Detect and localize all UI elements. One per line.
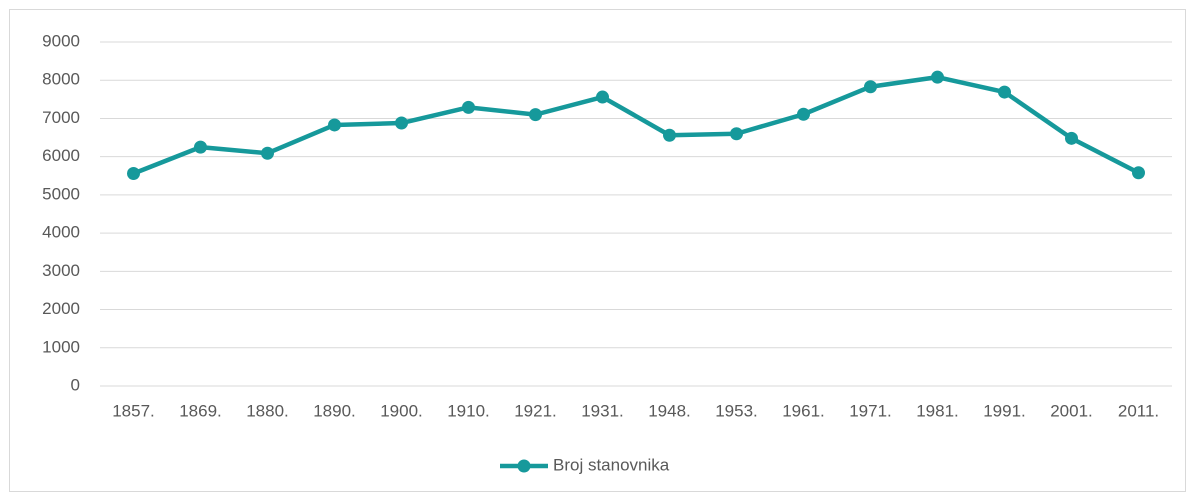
data-point <box>395 116 408 130</box>
data-point <box>328 118 341 132</box>
x-tick-label: 2001. <box>1050 401 1093 420</box>
y-tick-label: 9000 <box>42 31 80 50</box>
x-tick-label: 1921. <box>514 401 557 420</box>
data-point <box>529 108 542 122</box>
data-point <box>931 70 944 84</box>
data-point <box>797 107 810 121</box>
data-point <box>596 90 609 104</box>
data-point <box>730 127 743 141</box>
y-tick-label: 1000 <box>42 337 80 356</box>
data-point <box>998 85 1011 99</box>
y-tick-label: 0 <box>71 375 80 394</box>
x-tick-label: 1869. <box>179 401 222 420</box>
x-tick-label: 1953. <box>715 401 758 420</box>
data-point <box>1132 166 1145 180</box>
y-tick-label: 2000 <box>42 299 80 318</box>
data-point <box>127 166 140 180</box>
data-point <box>1065 131 1078 145</box>
y-tick-label: 8000 <box>42 70 80 89</box>
x-tick-label: 1880. <box>246 401 289 420</box>
data-point <box>194 140 207 154</box>
y-tick-label: 7000 <box>42 108 80 127</box>
x-tick-label: 1857. <box>112 401 155 420</box>
data-line <box>132 74 1140 176</box>
y-tick-label: 3000 <box>42 261 80 280</box>
x-tick-label: 1971. <box>849 401 892 420</box>
data-point <box>864 80 877 94</box>
data-point <box>261 146 274 160</box>
legend-label: Broj stanovnika <box>553 455 670 474</box>
x-tick-label: 1981. <box>916 401 959 420</box>
y-tick-label: 4000 <box>42 223 80 242</box>
chart-border <box>9 9 1186 492</box>
data-point <box>663 128 676 142</box>
x-tick-label: 1910. <box>447 401 490 420</box>
x-tick-label: 2011. <box>1118 401 1159 420</box>
legend-marker <box>517 459 531 473</box>
x-tick-label: 1948. <box>648 401 691 420</box>
y-tick-label: 5000 <box>42 184 80 203</box>
x-tick-label: 1931. <box>581 401 624 420</box>
x-tick-label: 1890. <box>313 401 356 420</box>
data-point <box>462 100 475 114</box>
x-tick-label: 1961. <box>782 401 825 420</box>
y-tick-label: 6000 <box>42 146 80 165</box>
x-tick-label: 1900. <box>380 401 423 420</box>
x-tick-label: 1991. <box>983 401 1026 420</box>
